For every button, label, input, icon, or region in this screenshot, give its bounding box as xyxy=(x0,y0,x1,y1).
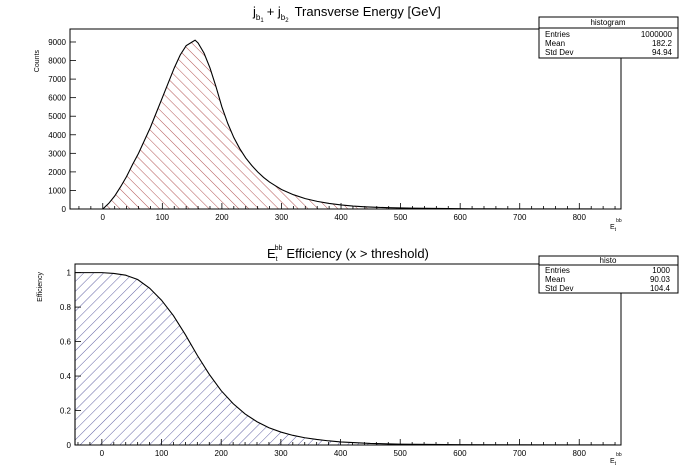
bottom-xtick-label: 600 xyxy=(453,449,467,458)
top-xtick-label: 200 xyxy=(215,213,229,222)
bottom-ytick-label: 0.6 xyxy=(60,338,72,347)
top-xtick-label: 500 xyxy=(394,213,408,222)
top-xtick-label: 400 xyxy=(334,213,348,222)
bottom-stats-label: Std Dev xyxy=(545,284,573,293)
bottom-ytick-label: 0.2 xyxy=(60,407,72,416)
top-series-fill xyxy=(102,40,592,209)
top-ytick-label: 3000 xyxy=(48,149,66,158)
top-title-b1: b xyxy=(256,13,261,22)
bottom-stats-label: Entries xyxy=(545,266,570,275)
bottom-title-sub: t xyxy=(276,256,278,263)
top-plot-area: 0 1000 2000 3000 4000 5000 6000 7000 8000 9000 0 10… xyxy=(48,38,616,222)
bottom-stats-frame xyxy=(538,255,679,294)
top-ytick-label: 0 xyxy=(62,205,67,214)
bottom-stats-label: Mean xyxy=(545,275,565,284)
bottom-series-line xyxy=(74,272,616,446)
top-frame xyxy=(69,28,622,210)
top-xlabel-main: E xyxy=(610,224,615,231)
bottom-frame xyxy=(74,263,622,446)
bottom-stats-value: 1000 xyxy=(652,266,670,275)
bottom-series-fill xyxy=(75,272,616,445)
bottom-title: Et bb Efficiency (x > threshold) xyxy=(267,245,429,263)
top-xlabel-sub: t xyxy=(615,227,617,233)
bottom-ytick-label: 0.4 xyxy=(60,372,72,381)
bottom-plot-area: 0 0.2 0.4 0.6 0.8 1 0 100 200 300 400 500 600 700 800 xyxy=(60,269,616,458)
top-ytick-label: 6000 xyxy=(48,94,66,103)
bottom-stats-name: histo xyxy=(600,256,617,265)
bottom-xtick-label: 0 xyxy=(100,449,105,458)
bottom-xtick-label: 700 xyxy=(513,449,527,458)
top-stats-name: histogram xyxy=(590,18,625,27)
top-xtick-label: 100 xyxy=(156,213,170,222)
top-xtick-label: 600 xyxy=(453,213,467,222)
bottom-ylabel: Efficiency xyxy=(37,272,44,302)
top-title-plus-j: + j xyxy=(267,4,281,19)
bottom-title-rest: Efficiency (x > threshold) xyxy=(286,246,428,261)
top-xtick-label: 800 xyxy=(573,213,587,222)
bottom-stats-box: histo Entries 1000 Mean 90.03 Std Dev 10… xyxy=(538,255,679,294)
top-title-rest: Transverse Energy [GeV] xyxy=(295,4,441,19)
bottom-title-sup: bb xyxy=(275,245,283,252)
top-title-j1: j xyxy=(252,4,256,19)
top-stats-box: histogram Entries 1000000 Mean 182.2 Std… xyxy=(538,16,679,59)
top-ytick-label: 1000 xyxy=(48,186,66,195)
top-title-1: 1 xyxy=(260,18,264,24)
top-xtick-label: 0 xyxy=(101,213,106,222)
top-title-2: 2 xyxy=(285,18,289,24)
bottom-xtick-label: 500 xyxy=(394,449,408,458)
bottom-xtick-label: 100 xyxy=(155,449,169,458)
top-ytick-label: 2000 xyxy=(48,168,66,177)
top-stats-value: 182.2 xyxy=(652,39,673,48)
bottom-panel: Etbb Efficiency (x > threshold) 00.20.40.… xyxy=(37,245,679,467)
top-stats-label: Std Dev xyxy=(545,48,573,57)
bottom-xtick-label: 300 xyxy=(274,449,288,458)
top-stats-frame xyxy=(538,16,679,59)
top-ytick-label: 9000 xyxy=(48,38,66,47)
top-ytick-label: 5000 xyxy=(48,112,66,121)
top-panel: jb1+ jb2Transverse Energy [GeV] 01000200… xyxy=(34,4,679,233)
bottom-stats-value: 104.4 xyxy=(650,284,671,293)
top-xtick-label: 700 xyxy=(513,213,527,222)
bottom-title-main: E xyxy=(267,246,276,261)
top-ytick-label: 8000 xyxy=(48,57,66,66)
bottom-xtick-label: 200 xyxy=(215,449,229,458)
top-ytick-label: 4000 xyxy=(48,131,66,140)
top-stats-label: Mean xyxy=(545,39,565,48)
top-stats-value: 94.94 xyxy=(652,48,673,57)
bottom-xlabel-sup: bb xyxy=(616,452,622,458)
bottom-xlabel-sub: t xyxy=(615,461,617,467)
top-title-b2: b xyxy=(281,13,286,22)
top-ylabel: Counts xyxy=(34,50,41,73)
bottom-xtick-label: 400 xyxy=(334,449,348,458)
bottom-xlabel: Et bb xyxy=(610,452,622,467)
top-stats-label: Entries xyxy=(545,30,570,39)
top-title: jb1+ jb2Transverse Energy [GeV] xyxy=(252,4,441,24)
bottom-ytick-label: 0 xyxy=(67,441,72,450)
bottom-ytick-label: 0.8 xyxy=(60,303,72,312)
top-xlabel: Et bb xyxy=(610,218,622,233)
bottom-xlabel-main: E xyxy=(610,458,615,465)
top-stats-value: 1000000 xyxy=(641,30,673,39)
bottom-stats-value: 90.03 xyxy=(650,275,671,284)
bottom-xtick-label: 800 xyxy=(573,449,587,458)
top-xtick-label: 300 xyxy=(275,213,289,222)
top-ytick-label: 7000 xyxy=(48,75,66,84)
bottom-ytick-label: 1 xyxy=(67,269,72,278)
top-xlabel-sup: bb xyxy=(616,218,622,224)
